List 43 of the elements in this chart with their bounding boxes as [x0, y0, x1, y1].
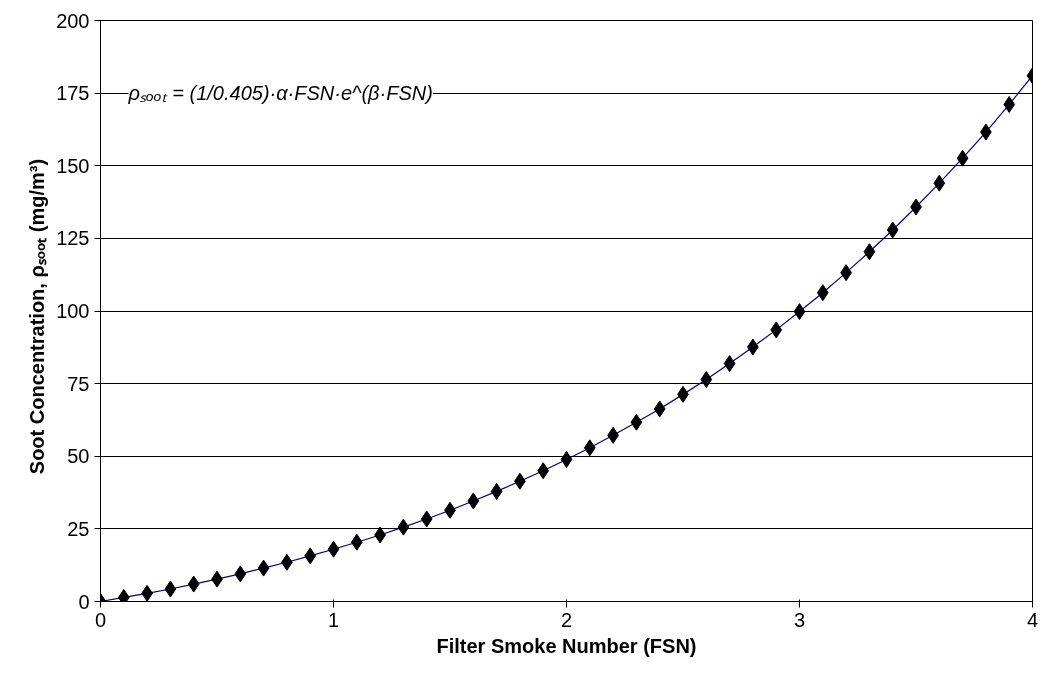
point [467, 492, 480, 510]
point [420, 510, 433, 528]
point [560, 450, 573, 468]
point [583, 439, 596, 457]
point [653, 400, 666, 418]
point [397, 518, 410, 536]
point [956, 149, 969, 167]
point [816, 284, 829, 302]
y-tick-label: 125 [56, 227, 90, 250]
y-axis-title: Soot Concentration, ρₛₒₒₜ (mg/m³) [26, 158, 49, 475]
y-tick-label: 0 [78, 590, 90, 613]
x-axis-title: Filter Smoke Number (FSN) [436, 634, 697, 657]
point [700, 371, 713, 389]
y-tick-label: 25 [67, 517, 90, 540]
point [1003, 95, 1016, 113]
point [234, 565, 247, 583]
point [537, 462, 550, 480]
y-tick-label: 100 [56, 300, 90, 322]
point [304, 547, 317, 565]
point [257, 559, 270, 577]
y-tick-label: 150 [56, 154, 90, 177]
point [933, 174, 946, 192]
point [770, 321, 783, 339]
y-tick-label: 75 [67, 372, 90, 395]
x-tick-label: 0 [94, 608, 107, 631]
point [327, 540, 340, 558]
y-tick-label: 50 [67, 445, 90, 468]
x-tick-label: 4 [1026, 608, 1039, 631]
point [863, 243, 876, 261]
point [793, 303, 806, 321]
point [630, 413, 643, 431]
y-tick-label: 175 [56, 82, 90, 105]
annotation: ρₛₒₒₜ = (1/0.405)·α·FSN·e^(β·FSN) [127, 82, 433, 105]
point [350, 533, 363, 551]
x-tick-label: 2 [560, 608, 573, 631]
point [490, 482, 503, 500]
point [164, 580, 177, 598]
point [187, 575, 200, 593]
point [723, 355, 736, 373]
y-tick-label: 200 [56, 9, 90, 32]
x-tick-label: 3 [793, 608, 806, 631]
x-tick-label: 1 [327, 608, 340, 631]
point [886, 221, 899, 239]
